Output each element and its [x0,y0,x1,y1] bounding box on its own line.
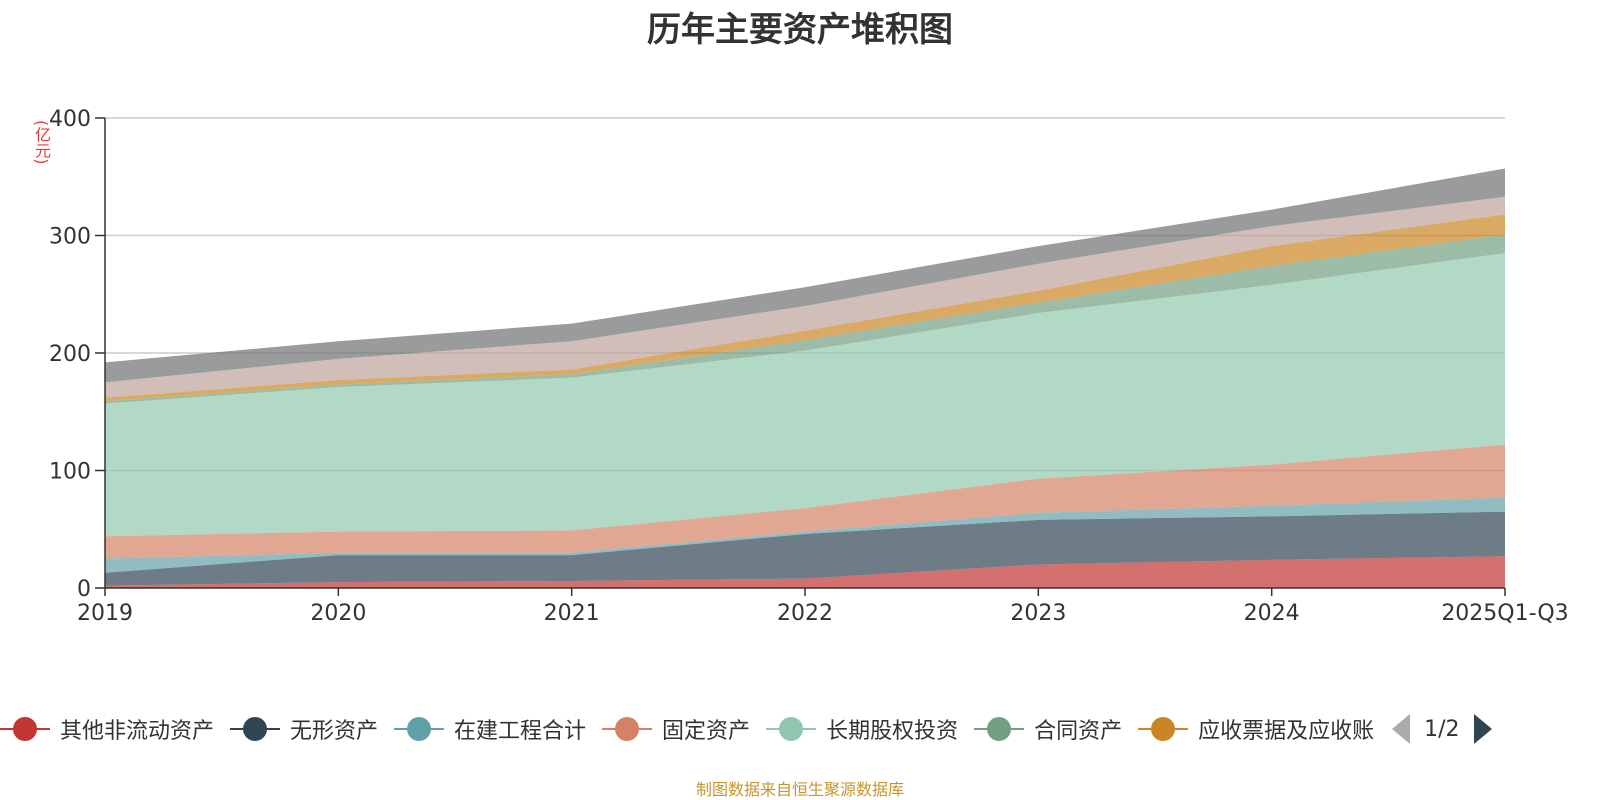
legend-swatch-icon [1138,716,1189,742]
legend-item[interactable]: 在建工程合计 [394,713,586,745]
x-tick-label: 2023 [1010,601,1066,626]
y-tick-label: 200 [49,342,91,367]
area-series [105,196,1505,398]
area-series [105,511,1505,586]
legend-item[interactable]: 合同资产 [974,713,1122,745]
x-tick-label: 2022 [777,601,833,626]
x-tick-label: 2024 [1244,601,1300,626]
data-source-note: 制图数据来自恒生聚源数据库 [695,780,904,799]
legend-item-label: 合同资产 [1034,719,1123,744]
legend-swatch-icon [602,716,653,742]
area-series [105,556,1505,588]
x-tick-label: 2019 [77,601,133,626]
legend-swatch-icon [394,716,445,742]
y-tick-label: 400 [49,107,91,132]
y-tick-label: 0 [77,577,91,602]
y-axis-unit-label: (亿元) [32,120,51,165]
legend-item-label: 应收票据及应收账 [1198,719,1375,744]
area-series [105,497,1505,573]
legend-next-page-icon[interactable] [1473,714,1492,744]
legend-item-label: 固定资产 [662,719,751,744]
legend-pager: 1/2 [1392,714,1492,744]
legend-page-indicator: 1/2 [1424,716,1460,742]
legend-item[interactable]: 长期股权投资 [766,713,958,745]
legend-swatch-icon [230,716,281,742]
legend: 其他非流动资产 无形资产 在建工程合计 固定资产 长期股权投资 合同资产 应收票据及应收账 … [0,712,1600,746]
legend-item-label: 无形资产 [290,719,379,744]
legend-swatch-icon [0,716,50,742]
legend-item-label: 其他非流动资产 [60,719,215,744]
legend-item[interactable]: 固定资产 [602,713,750,745]
legend-item-label: 长期股权投资 [826,719,959,744]
y-tick-label: 300 [49,225,91,250]
x-tick-label: 2020 [310,601,366,626]
legend-item[interactable]: 无形资产 [230,713,378,745]
x-tick-label: 2021 [544,601,600,626]
area-series [105,444,1505,559]
legend-swatch-icon [974,716,1025,742]
legend-prev-page-icon[interactable] [1392,714,1411,744]
area-series [105,168,1505,383]
x-tick-label: 2025Q1-Q3 [1441,601,1568,626]
legend-item[interactable]: 其他非流动资产 [0,713,214,745]
area-series [105,253,1505,537]
chart-title: 历年主要资产堆积图 [647,10,953,50]
y-tick-label: 100 [49,460,91,485]
legend-item-label: 在建工程合计 [454,719,587,744]
legend-swatch-icon [766,716,817,742]
legend-item[interactable]: 应收票据及应收账 [1138,713,1374,745]
